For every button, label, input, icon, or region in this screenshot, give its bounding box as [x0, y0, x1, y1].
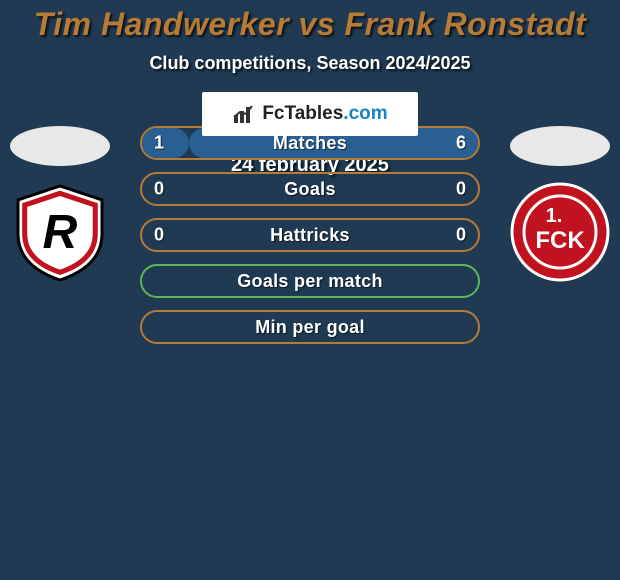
- logo-domain: .com: [343, 103, 387, 124]
- stat-right-value: 0: [456, 225, 466, 246]
- svg-text:R: R: [43, 206, 78, 259]
- svg-text:FCK: FCK: [535, 227, 585, 254]
- club-badge-right: 1. FCK: [510, 182, 610, 282]
- logo-brand: FcTables: [262, 103, 343, 124]
- stat-label: Goals: [284, 179, 336, 200]
- player-right-avatar: [510, 126, 610, 166]
- site-logo-text: FcTables.com: [262, 103, 387, 125]
- stat-right-value: 6: [456, 133, 466, 154]
- stat-right-value: 0: [456, 179, 466, 200]
- player-right-slot: 1. FCK: [510, 126, 610, 282]
- stat-label: Min per goal: [255, 317, 365, 338]
- stat-left-bar: [142, 128, 189, 158]
- club-badge-left: R: [10, 182, 110, 282]
- stat-left-value: 0: [154, 225, 164, 246]
- bar-chart-icon: [232, 103, 258, 125]
- stat-label: Hattricks: [270, 225, 350, 246]
- stat-left-value: 1: [154, 133, 164, 154]
- stat-left-value: 0: [154, 179, 164, 200]
- stat-row: Goals per match: [140, 264, 480, 298]
- stat-row: 0 0 Goals: [140, 172, 480, 206]
- page-title: Tim Handwerker vs Frank Ronstadt: [0, 6, 620, 43]
- player-left-slot: R: [10, 126, 110, 282]
- stats-stage: 1 6 Matches 0 0 Goals 0 0 Hattricks Goals per mat…: [140, 126, 480, 356]
- stat-row: Min per goal: [140, 310, 480, 344]
- svg-text:1.: 1.: [546, 205, 563, 227]
- site-logo-box: FcTables.com: [202, 92, 418, 136]
- stat-label: Matches: [273, 133, 347, 154]
- player-left-avatar: [10, 126, 110, 166]
- stat-row: 0 0 Hattricks: [140, 218, 480, 252]
- season-subtitle: Club competitions, Season 2024/2025: [0, 53, 620, 74]
- stat-label: Goals per match: [237, 271, 383, 292]
